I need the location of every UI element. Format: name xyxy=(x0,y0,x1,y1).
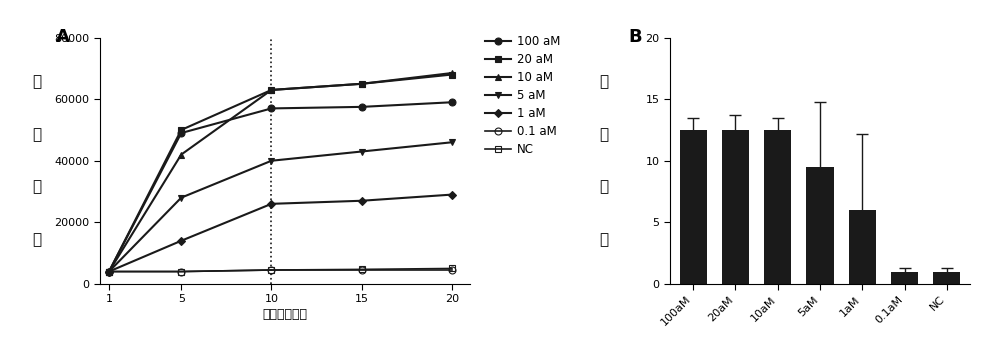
Bar xyxy=(680,130,707,284)
Text: 均: 均 xyxy=(33,127,42,142)
Bar xyxy=(722,130,749,284)
NC xyxy=(446,266,458,271)
Text: 均: 均 xyxy=(599,127,609,142)
0.1 aM xyxy=(175,269,187,274)
Line: 5 aM: 5 aM xyxy=(106,139,455,275)
Text: 平: 平 xyxy=(33,75,42,90)
10 aM xyxy=(103,269,115,274)
Text: 数: 数 xyxy=(599,232,609,247)
Text: 光: 光 xyxy=(33,232,42,247)
1 aM xyxy=(175,239,187,243)
NC xyxy=(265,268,277,272)
20 aM xyxy=(356,82,368,86)
Line: NC: NC xyxy=(106,265,455,275)
5 aM xyxy=(265,159,277,163)
5 aM xyxy=(356,149,368,154)
Text: 荧: 荧 xyxy=(33,180,42,195)
100 aM xyxy=(175,131,187,135)
0.1 aM xyxy=(356,268,368,272)
Bar xyxy=(933,272,960,284)
5 aM xyxy=(103,269,115,274)
20 aM xyxy=(175,128,187,132)
Bar xyxy=(891,272,918,284)
20 aM xyxy=(103,269,115,274)
5 aM xyxy=(446,140,458,144)
Legend: 100 aM, 20 aM, 10 aM, 5 aM, 1 aM, 0.1 aM, NC: 100 aM, 20 aM, 10 aM, 5 aM, 1 aM, 0.1 aM… xyxy=(485,35,560,156)
100 aM xyxy=(103,269,115,274)
Line: 1 aM: 1 aM xyxy=(106,192,455,274)
Bar xyxy=(849,210,876,284)
Bar xyxy=(764,130,791,284)
1 aM xyxy=(265,202,277,206)
5 aM xyxy=(175,196,187,200)
Text: A: A xyxy=(56,28,69,46)
1 aM xyxy=(446,193,458,197)
Text: B: B xyxy=(628,28,642,46)
1 aM xyxy=(356,199,368,203)
0.1 aM xyxy=(103,269,115,274)
X-axis label: 时间（分钟）: 时间（分钟） xyxy=(262,308,308,321)
NC xyxy=(175,269,187,274)
100 aM xyxy=(265,106,277,110)
10 aM xyxy=(265,88,277,92)
Line: 0.1 aM: 0.1 aM xyxy=(106,266,455,275)
10 aM xyxy=(356,82,368,86)
Line: 20 aM: 20 aM xyxy=(106,71,455,275)
20 aM xyxy=(446,73,458,77)
100 aM xyxy=(446,100,458,104)
Bar xyxy=(806,167,834,284)
Line: 100 aM: 100 aM xyxy=(106,99,455,275)
10 aM xyxy=(446,71,458,75)
0.1 aM xyxy=(265,268,277,272)
1 aM xyxy=(103,269,115,274)
Line: 10 aM: 10 aM xyxy=(106,69,455,275)
100 aM xyxy=(356,105,368,109)
NC xyxy=(103,269,115,274)
Text: 平: 平 xyxy=(599,75,609,90)
Text: 倍: 倍 xyxy=(599,180,609,195)
20 aM xyxy=(265,88,277,92)
NC xyxy=(356,267,368,272)
10 aM xyxy=(175,153,187,157)
0.1 aM xyxy=(446,268,458,272)
